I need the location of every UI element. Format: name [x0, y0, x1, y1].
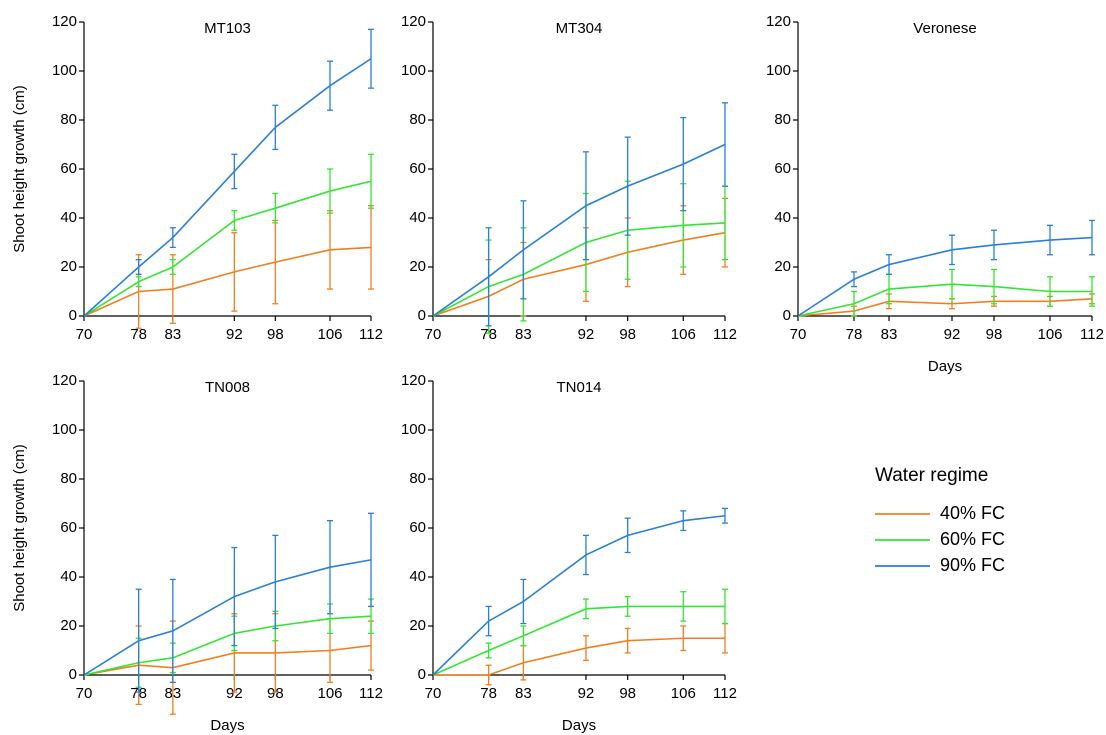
x-tick-label: 112 — [359, 326, 383, 343]
x-tick-label: 98 — [619, 685, 636, 702]
x-tick-label: 83 — [164, 326, 181, 343]
y-tick-label: 20 — [60, 617, 77, 634]
y-tick-label: 80 — [409, 470, 426, 487]
x-tick-label: 106 — [671, 685, 696, 702]
y-tick-label: 80 — [774, 111, 791, 128]
y-tick-label: 40 — [60, 209, 77, 226]
y-tick-label: 20 — [774, 258, 791, 275]
y-tick-label: 60 — [60, 519, 77, 536]
y-tick-label: 100 — [766, 62, 791, 79]
y-tick-label: 0 — [418, 666, 426, 683]
panel-title: Veronese — [913, 20, 976, 37]
y-tick-label: 60 — [409, 519, 426, 536]
y-tick-label: 100 — [52, 421, 77, 438]
y-tick-label: 120 — [766, 13, 791, 30]
y-tick-label: 40 — [409, 568, 426, 585]
series-line — [797, 298, 1093, 317]
series-line — [83, 644, 372, 676]
y-tick-label: 60 — [409, 160, 426, 177]
y-axis-label: Shoot height growth (cm) — [11, 444, 28, 612]
y-axis-label: Shoot height growth (cm) — [11, 85, 28, 253]
x-tick-label: 78 — [130, 326, 147, 343]
panel-title: MT103 — [204, 20, 251, 37]
series-line — [797, 283, 1092, 317]
x-tick-label: 92 — [226, 326, 243, 343]
x-tick-label: 106 — [317, 685, 342, 702]
series-line — [433, 637, 725, 676]
legend-title: Water regime — [875, 465, 988, 486]
y-tick-label: 0 — [418, 307, 426, 324]
x-tick-label: 112 — [713, 326, 737, 343]
x-tick-label: 112 — [1080, 326, 1104, 343]
y-tick-label: 0 — [783, 307, 791, 324]
y-tick-label: 100 — [52, 62, 77, 79]
y-tick-label: 0 — [69, 307, 77, 324]
legend-label: 60% FC — [940, 529, 1005, 549]
x-axis-label: Days — [210, 717, 244, 734]
y-tick-label: 40 — [774, 209, 791, 226]
x-tick-label: 92 — [226, 685, 243, 702]
y-tick-label: 80 — [409, 111, 426, 128]
x-tick-label: 83 — [515, 685, 532, 702]
x-tick-label: 70 — [76, 326, 93, 343]
series-line — [432, 605, 725, 676]
x-tick-label: 112 — [359, 685, 383, 702]
x-tick-label: 112 — [713, 685, 737, 702]
y-tick-label: 120 — [52, 13, 77, 30]
x-axis-label: Days — [928, 358, 962, 375]
legend-label: 40% FC — [940, 503, 1005, 523]
y-tick-label: 60 — [774, 160, 791, 177]
series-line — [432, 514, 726, 676]
x-tick-label: 98 — [986, 326, 1003, 343]
x-tick-label: 83 — [515, 326, 532, 343]
y-tick-label: 100 — [401, 421, 426, 438]
x-tick-label: 98 — [267, 685, 284, 702]
x-tick-label: 70 — [76, 685, 93, 702]
series-line — [797, 236, 1093, 317]
x-tick-label: 98 — [619, 326, 636, 343]
panel-title: TN008 — [205, 379, 250, 396]
x-tick-label: 78 — [480, 326, 497, 343]
x-tick-label: 92 — [578, 326, 595, 343]
y-tick-label: 40 — [60, 568, 77, 585]
x-tick-label: 70 — [790, 326, 807, 343]
series-line — [83, 58, 372, 317]
x-tick-label: 70 — [425, 326, 442, 343]
y-tick-label: 120 — [401, 372, 426, 389]
x-tick-label: 83 — [881, 326, 898, 343]
series-line — [83, 246, 372, 317]
panel-title: TN014 — [556, 379, 601, 396]
x-tick-label: 106 — [1037, 326, 1062, 343]
y-tick-label: 20 — [409, 617, 426, 634]
y-tick-label: 80 — [60, 111, 77, 128]
y-tick-label: 0 — [69, 666, 77, 683]
series-line — [83, 559, 372, 676]
y-tick-label: 20 — [60, 258, 77, 275]
series-line — [432, 143, 726, 317]
y-tick-label: 40 — [409, 209, 426, 226]
series-line — [432, 222, 726, 317]
y-tick-label: 100 — [401, 62, 426, 79]
y-tick-label: 120 — [401, 13, 426, 30]
x-tick-label: 92 — [944, 326, 961, 343]
legend-label: 90% FC — [940, 555, 1005, 575]
y-tick-label: 60 — [60, 160, 77, 177]
y-tick-label: 20 — [409, 258, 426, 275]
x-tick-label: 98 — [267, 326, 284, 343]
y-tick-label: 80 — [60, 470, 77, 487]
x-tick-label: 106 — [317, 326, 342, 343]
x-tick-label: 92 — [578, 685, 595, 702]
x-axis-label: Days — [562, 717, 596, 734]
x-tick-label: 106 — [671, 326, 696, 343]
x-tick-label: 78 — [846, 326, 863, 343]
y-tick-label: 120 — [52, 372, 77, 389]
series-line — [83, 615, 372, 676]
x-tick-label: 70 — [425, 685, 442, 702]
x-tick-label: 78 — [480, 685, 497, 702]
series-line — [83, 180, 372, 317]
panel-title: MT304 — [556, 20, 603, 37]
